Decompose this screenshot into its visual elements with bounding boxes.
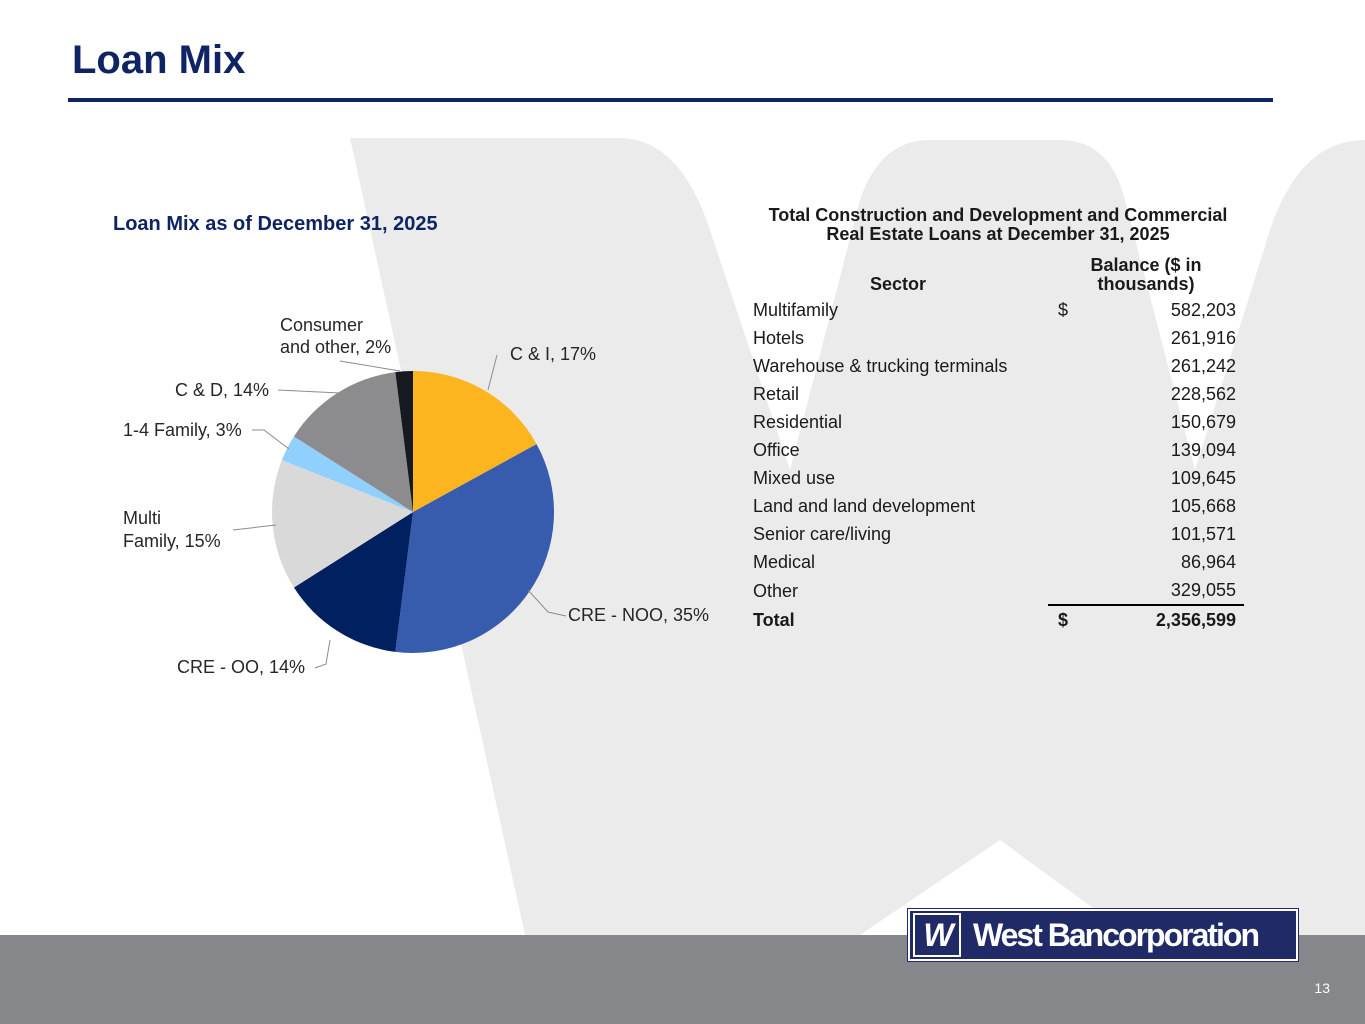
pie-slice-label: 1-4 Family, 3% <box>123 420 242 440</box>
currency-cell <box>1048 436 1088 464</box>
table-row: Office 139,094 <box>748 436 1244 464</box>
pie-leader-line <box>232 524 277 531</box>
table-title: Total Construction and Development and C… <box>768 205 1228 244</box>
table-row: Land and land development 105,668 <box>748 492 1244 520</box>
currency-cell <box>1048 352 1088 380</box>
pie-slice <box>293 512 413 652</box>
balance-cell: 261,242 <box>1170 356 1236 376</box>
pie-slices <box>272 371 554 653</box>
table-row: Residential 150,679 <box>748 408 1244 436</box>
sector-cell: Mixed use <box>753 468 836 488</box>
currency-cell <box>1048 464 1088 492</box>
pie-slice-label: C & D, 14% <box>175 380 269 400</box>
table-row: Senior care/living 101,571 <box>748 520 1244 548</box>
pie-slice-label: CRE - OO, 14% <box>177 657 305 677</box>
cre-loans-table-panel: Total Construction and Development and C… <box>748 206 1248 634</box>
currency-cell <box>1048 324 1088 352</box>
currency-cell <box>1048 492 1088 520</box>
sector-cell: Other <box>753 580 799 601</box>
pie-slice <box>395 444 554 653</box>
total-balance-cell: 2,356,599 <box>1088 604 1244 634</box>
sector-cell: Multifamily <box>753 300 839 320</box>
table-row: Warehouse & trucking terminals 261,242 <box>748 352 1244 380</box>
balance-cell: 150,679 <box>1170 412 1236 432</box>
balance-cell: 86,964 <box>1180 552 1236 572</box>
sector-cell: Senior care/living <box>753 524 892 544</box>
balance-cell: 582,203 <box>1170 300 1236 320</box>
sector-cell: Medical <box>753 552 816 572</box>
currency-cell <box>1048 408 1088 436</box>
balance-cell: 101,571 <box>1170 524 1236 544</box>
page-number: 13 <box>1314 980 1330 996</box>
currency-cell <box>1048 548 1088 576</box>
total-currency-cell: $ <box>1048 604 1088 634</box>
balance-cell: 329,055 <box>1170 580 1236 600</box>
pie-slice-label: Multi Family, 15% <box>123 508 221 551</box>
sector-column-header: Sector <box>869 274 927 294</box>
currency-cell <box>1048 520 1088 548</box>
table-row: Other 329,055 <box>748 576 1244 605</box>
pie-leader-line <box>527 589 567 617</box>
west-bancorporation-logo: W West Bancorporation <box>908 909 1298 961</box>
currency-cell <box>1048 576 1088 605</box>
table-row: Multifamily $582,203 <box>748 296 1244 324</box>
pie-leader-line <box>277 389 341 394</box>
pie-slice <box>272 460 413 588</box>
balance-cell: 228,562 <box>1170 384 1236 404</box>
page-title: Loan Mix <box>72 38 246 82</box>
cre-loans-table: Sector Balance ($ in thousands) Multifam… <box>748 256 1244 634</box>
pie-leader-line <box>487 354 498 391</box>
pie-leader-line <box>314 639 331 669</box>
pie-slice <box>395 371 413 512</box>
sector-cell: Office <box>753 440 800 460</box>
balance-column-header: Balance ($ in thousands) <box>1090 255 1202 294</box>
pie-leader-line <box>252 429 290 450</box>
table-row: Hotels 261,916 <box>748 324 1244 352</box>
total-label-cell: Total <box>753 609 795 630</box>
pie-labels: C & I, 17% CRE - NOO, 35% CRE - OO, 14% Mul… <box>123 315 709 677</box>
pie-slice-label: CRE - NOO, 35% <box>568 605 709 625</box>
pie-slice-label: C & I, 17% <box>510 344 596 364</box>
pie-slice <box>413 371 537 512</box>
pie-leader-lines <box>232 354 567 669</box>
sector-cell: Land and land development <box>753 496 976 516</box>
pie-slice-label: Consumer and other, 2% <box>280 315 391 357</box>
total-row: Total $2,356,599 <box>748 604 1244 634</box>
currency-cell <box>1048 380 1088 408</box>
balance-cell: 139,094 <box>1170 440 1236 460</box>
pie-leader-line <box>339 360 401 372</box>
chart-title: Loan Mix as of December 31, 2025 <box>113 213 438 235</box>
balance-cell: 109,645 <box>1170 468 1236 488</box>
table-row: Medical 86,964 <box>748 548 1244 576</box>
pie-slice <box>281 436 413 512</box>
pie-slice <box>293 372 413 512</box>
sector-cell: Residential <box>753 412 843 432</box>
table-row: Retail 228,562 <box>748 380 1244 408</box>
balance-cell: 261,916 <box>1170 328 1236 348</box>
balance-cell: 105,668 <box>1170 496 1236 516</box>
logo-mark: W <box>913 913 961 957</box>
sector-cell: Retail <box>753 384 800 404</box>
sector-cell: Hotels <box>753 328 805 348</box>
table-row: Mixed use 109,645 <box>748 464 1244 492</box>
logo-text: West Bancorporation <box>973 916 1260 953</box>
title-divider <box>68 98 1273 102</box>
sector-cell: Warehouse & trucking terminals <box>753 356 1008 376</box>
currency-cell: $ <box>1058 300 1069 320</box>
